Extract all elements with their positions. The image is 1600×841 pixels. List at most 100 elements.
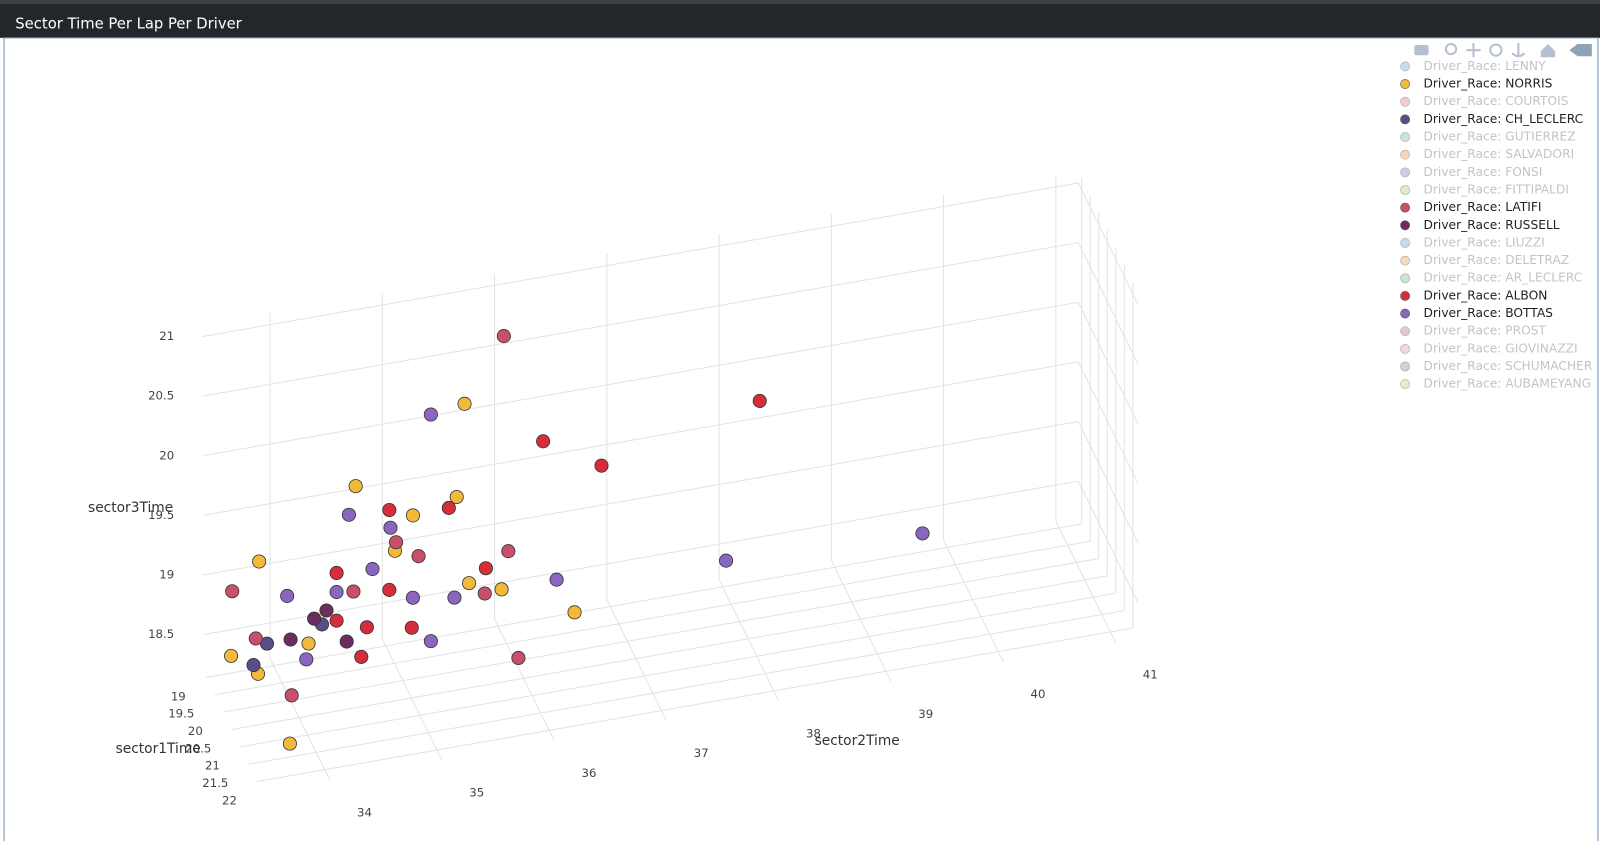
data-point [252, 554, 267, 569]
legend-item[interactable]: Driver_Race: LATIFI [1400, 200, 1542, 214]
data-point [382, 582, 397, 597]
legend-item[interactable]: Driver_Race: BOTTAS [1400, 306, 1554, 320]
z-tick-label: 21 [159, 329, 174, 343]
grid-line [1055, 520, 1116, 643]
data-point [284, 688, 299, 703]
legend-label: Driver_Race: FONSI [1423, 165, 1542, 179]
legend-item[interactable]: Driver_Race: SALVADORI [1400, 147, 1575, 161]
z-tick-label: 18.5 [148, 627, 174, 641]
pan-button[interactable] [1466, 42, 1481, 58]
legend-item[interactable]: Driver_Race: RUSSELL [1400, 218, 1560, 232]
data-point [329, 565, 344, 581]
legend-marker [1400, 273, 1410, 284]
legend-item[interactable]: Driver_Race: FONSI [1400, 165, 1543, 179]
data-point [283, 632, 298, 647]
legend-item[interactable]: Driver_Race: GIOVINAZZI [1400, 341, 1578, 355]
x-tick-label: 22 [222, 793, 237, 807]
grid-line [1077, 242, 1139, 365]
legend-marker [1400, 379, 1410, 390]
grid-line [1077, 421, 1139, 544]
grid-line [269, 658, 331, 781]
data-point [225, 584, 240, 599]
legend-marker [1400, 149, 1410, 160]
grid-line [494, 619, 555, 741]
grid-line [202, 480, 1079, 636]
legend-label: Driver_Race: AUBAMEYANG [1423, 377, 1591, 391]
data-point [457, 396, 472, 411]
grid-line [1077, 182, 1139, 305]
camera-button[interactable] [1414, 44, 1429, 56]
legend-item[interactable]: Driver_Race: PROST [1400, 324, 1547, 338]
data-point [346, 584, 361, 599]
legend-item[interactable]: Driver_Race: AR_LECLERC [1400, 271, 1583, 285]
legend-label: Driver_Race: FITTIPALDI [1423, 182, 1569, 196]
legend-marker [1400, 291, 1410, 301]
data-point [752, 393, 767, 408]
z-tick-label: 20 [159, 448, 174, 462]
panel-title: Sector Time Per Lap Per Driver [15, 16, 242, 33]
data-point [280, 588, 295, 603]
modebar [1414, 42, 1592, 58]
data-point [478, 561, 493, 576]
legend-marker [1400, 326, 1410, 337]
legend-item[interactable]: Driver_Race: CH_LECLERC [1400, 112, 1584, 126]
legend-marker [1400, 96, 1410, 107]
legend-item[interactable]: Driver_Race: SCHUMACHER [1400, 359, 1593, 373]
grid-line [381, 638, 443, 761]
legend-item[interactable]: Driver_Race: NORRIS [1400, 77, 1553, 91]
legend-label: Driver_Race: DELETRAZ [1423, 253, 1569, 267]
legend-item[interactable]: Driver_Race: COURTOIS [1400, 94, 1569, 108]
x-tick-label: 19.5 [168, 707, 194, 721]
legend-item[interactable]: Driver_Race: FITTIPALDI [1400, 182, 1570, 196]
turntable-button[interactable] [1511, 42, 1526, 58]
y-tick-label: 35 [469, 786, 484, 800]
data-point [382, 502, 397, 518]
legend-marker [1400, 220, 1410, 231]
data-point [494, 582, 509, 597]
legend-item[interactable]: Driver_Race: ALBON [1400, 288, 1548, 302]
points [224, 329, 930, 751]
data-point [246, 658, 261, 673]
data-point [501, 544, 516, 559]
legend-label: Driver_Race: COURTOIS [1423, 94, 1568, 108]
grid-line [606, 599, 667, 722]
hover-button[interactable] [1569, 43, 1592, 57]
zoom-button[interactable] [1444, 42, 1458, 56]
data-point [224, 648, 239, 663]
y-tick-label: 38 [806, 727, 821, 741]
legend-item[interactable]: Driver_Race: LENNY [1400, 59, 1547, 73]
home-button[interactable] [1540, 43, 1556, 58]
legend-label: Driver_Race: LIUZZI [1423, 235, 1544, 249]
data-point [549, 572, 564, 587]
legend-item[interactable]: Driver_Race: GUTIERREZ [1400, 130, 1576, 144]
y-tick-label: 36 [582, 766, 597, 780]
data-point [404, 620, 419, 635]
legend-label: Driver_Race: CH_LECLERC [1423, 112, 1583, 126]
grid-line [718, 579, 780, 702]
data-point [423, 634, 438, 649]
data-point [359, 620, 374, 635]
data-point [307, 611, 322, 626]
legend-marker [1400, 255, 1410, 266]
data-point [348, 479, 363, 494]
x-axis-title: sector1Time [116, 741, 201, 757]
legend-label: Driver_Race: LATIFI [1423, 200, 1541, 214]
grid-line [1077, 301, 1139, 424]
data-point [405, 508, 420, 523]
orbit-button[interactable] [1489, 43, 1503, 57]
grid-line [202, 361, 1079, 516]
legend-label: Driver_Race: ALBON [1423, 288, 1547, 302]
x-tick-label: 20 [188, 724, 203, 738]
legend-label: Driver_Race: LENNY [1423, 59, 1546, 73]
legend-label: Driver_Race: GIOVINAZZI [1423, 341, 1577, 355]
legend-marker [1400, 361, 1410, 372]
legend-item[interactable]: Driver_Race: DELETRAZ [1400, 253, 1570, 267]
grid-line [240, 592, 1116, 748]
legend-item[interactable]: Driver_Race: LIUZZI [1400, 235, 1545, 249]
legend-label: Driver_Race: AR_LECLERC [1423, 271, 1582, 285]
z-tick-label: 19 [159, 568, 174, 582]
legend-item[interactable]: Driver_Race: AUBAMEYANG [1400, 377, 1592, 391]
z-tick-label: 20.5 [148, 389, 174, 403]
x-tick-label: 21.5 [202, 776, 228, 790]
